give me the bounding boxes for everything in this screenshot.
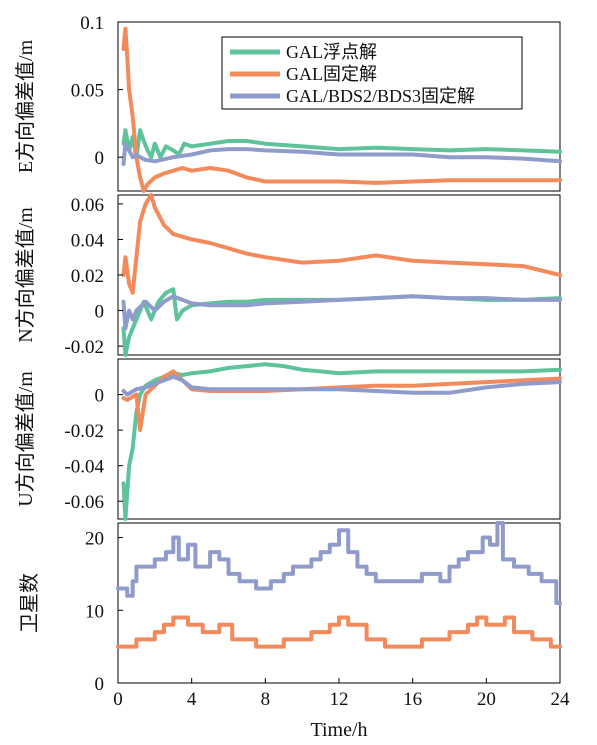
y-tick-label: 0.02 <box>71 266 104 287</box>
plot-frame <box>117 358 561 520</box>
series-line-multi_fixed <box>116 521 562 605</box>
plot-frame <box>117 522 561 684</box>
y-tick-label: 0 <box>95 148 105 169</box>
y-tick-label: 0 <box>95 386 105 407</box>
y-tick-label: 10 <box>85 601 104 622</box>
y-tick-label: 0.06 <box>71 195 104 216</box>
x-tick-label: 8 <box>261 689 271 710</box>
panel-u: -0.06 -0.04 -0.02 0 U方向偏差值/m <box>14 358 562 521</box>
y-tick-label: -0.06 <box>64 492 104 513</box>
series-line-gal_fixed <box>121 26 562 193</box>
y-tick-label: 0.04 <box>71 230 105 251</box>
series-line-gal_float <box>121 128 562 160</box>
y-tick-label: -0.02 <box>64 337 104 358</box>
legend-label: GAL固定解 <box>286 64 377 84</box>
y-tick-label: 20 <box>85 529 104 550</box>
y-tick-label: -0.02 <box>64 421 104 442</box>
series-line-multi_fixed <box>121 374 562 397</box>
series-line-gal_fixed <box>121 369 562 433</box>
plot-frame <box>117 194 561 356</box>
y-axis-title: N方向偏差值/m <box>14 207 37 343</box>
x-tick-label: 16 <box>403 689 422 710</box>
x-tick-label: 0 <box>113 689 123 710</box>
x-tick-label: 12 <box>330 689 349 710</box>
x-axis-title: Time/h <box>310 719 367 741</box>
chart-panels: 0 0.05 0.1 E方向偏差值/m -0.02 0 0.02 0.04 0.06 N方向偏差值… <box>14 13 570 710</box>
y-axis-title: U方向偏差值/m <box>14 371 37 507</box>
y-tick-label: 0.05 <box>71 81 104 102</box>
plot-frame <box>117 21 561 192</box>
series-line-gal_fixed <box>121 193 562 295</box>
series-line-gal_fixed <box>116 615 562 649</box>
panel-sat: 0 10 20 0 4 8 12 16 20 24 卫星数 <box>18 521 571 710</box>
legend-label: GAL浮点解 <box>286 42 377 62</box>
x-tick-label: 24 <box>551 689 571 710</box>
legend-label: GAL/BDS2/BDS3固定解 <box>286 86 475 106</box>
panel-e: 0 0.05 0.1 E方向偏差值/m <box>14 13 562 193</box>
x-tick-label: 4 <box>187 689 197 710</box>
panel-n: -0.02 0 0.02 0.04 0.06 N方向偏差值/m <box>14 193 562 358</box>
y-axis-title: E方向偏差值/m <box>14 39 37 173</box>
y-axis-title: 卫星数 <box>18 573 41 633</box>
y-tick-label: 0.1 <box>80 13 104 34</box>
series-line-multi_fixed <box>121 141 562 166</box>
y-tick-label: 0 <box>95 674 105 695</box>
y-tick-label: -0.04 <box>64 457 104 478</box>
series-line-multi_fixed <box>121 294 562 331</box>
y-tick-label: 0 <box>95 302 105 323</box>
x-tick-label: 20 <box>477 689 496 710</box>
